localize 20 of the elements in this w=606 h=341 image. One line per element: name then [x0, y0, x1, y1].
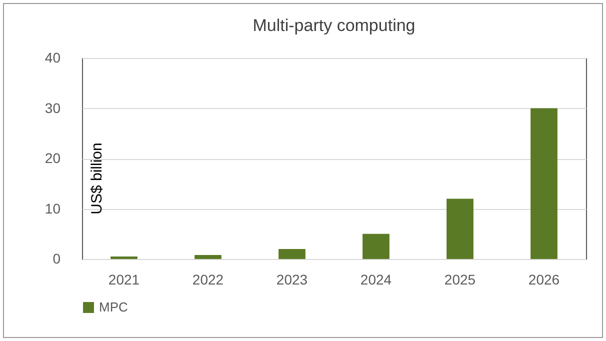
bar — [278, 248, 306, 259]
y-tick-label: 10 — [44, 200, 61, 216]
bar — [194, 254, 222, 259]
y-tick-label: 40 — [44, 50, 61, 66]
bar — [446, 198, 474, 259]
y-tick-label: 30 — [44, 100, 61, 116]
x-tick-label: 2025 — [444, 272, 476, 288]
x-tick-label: 2023 — [276, 272, 308, 288]
y-tick-label: 0 — [52, 250, 61, 266]
chart-title: Multi-party computing — [252, 16, 416, 35]
x-tick-label: 2024 — [360, 272, 392, 288]
bar — [110, 256, 138, 259]
bar — [362, 234, 390, 259]
legend-label: MPC — [99, 300, 128, 314]
x-tick-label: 2022 — [192, 272, 224, 288]
x-tick-label: 2026 — [528, 272, 560, 288]
bar — [530, 108, 558, 259]
y-axis-title: US$ billion — [88, 142, 106, 214]
x-tick-label: 2021 — [108, 272, 140, 288]
y-tick-label: 20 — [44, 150, 61, 166]
